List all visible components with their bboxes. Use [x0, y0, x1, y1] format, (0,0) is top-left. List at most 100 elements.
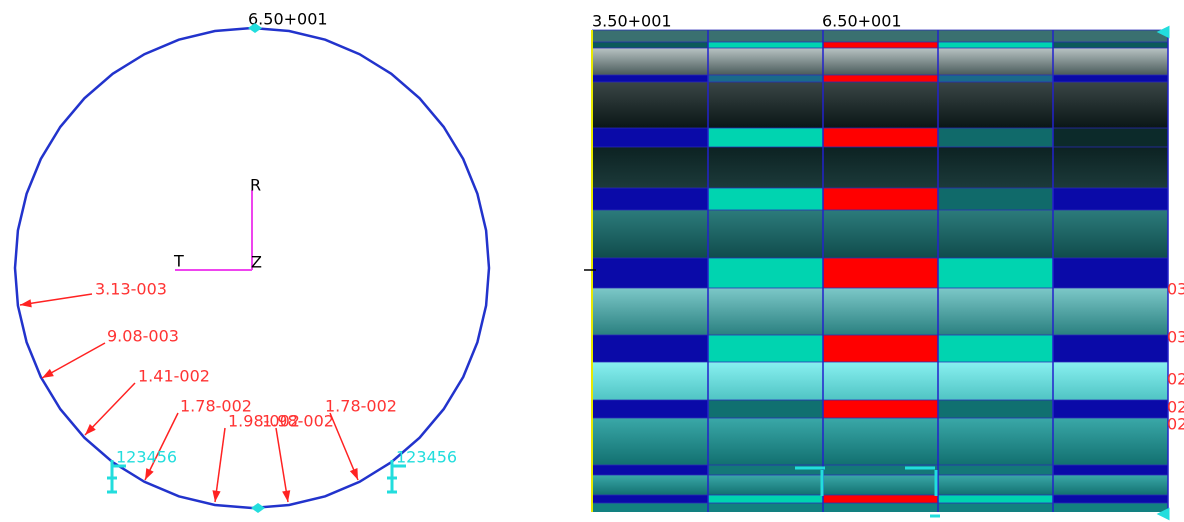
- mesh-band: [1053, 465, 1168, 475]
- mesh-band: [1053, 75, 1168, 82]
- mesh-band: [823, 258, 938, 288]
- mesh-band: [823, 210, 938, 258]
- mesh-band: [708, 258, 823, 288]
- node-label: 3.50+001: [592, 12, 672, 31]
- axis-label: T: [173, 252, 184, 271]
- mesh-band: [823, 335, 938, 362]
- mesh-band: [708, 503, 823, 512]
- mesh-band: [708, 418, 823, 465]
- mesh-band: [938, 258, 1053, 288]
- mesh-band: [1053, 128, 1168, 147]
- page: R T Z 6.50+001 3.13-0039.08-0031.41-0021…: [0, 0, 1184, 522]
- mesh-band: [708, 48, 823, 75]
- edge-label: 03: [1167, 328, 1184, 347]
- mesh-band: [823, 288, 938, 335]
- mesh-band: [823, 128, 938, 147]
- mesh-band: [708, 42, 823, 48]
- mesh-band: [938, 288, 1053, 335]
- node-label: 6.50+001: [248, 10, 328, 29]
- mesh-band: [708, 288, 823, 335]
- mesh-band: [592, 335, 708, 362]
- mesh-band: [938, 48, 1053, 75]
- mesh-band: [1053, 147, 1168, 188]
- mesh-band: [938, 188, 1053, 210]
- mesh-band: [592, 418, 708, 465]
- mesh-band: [708, 147, 823, 188]
- node-label: 6.50+001: [822, 12, 902, 31]
- mesh-band: [938, 82, 1053, 128]
- mesh-band: [708, 210, 823, 258]
- arrow-head: [42, 369, 54, 378]
- mesh-band: [1053, 335, 1168, 362]
- mesh-band: [938, 362, 1053, 400]
- edge-label: 02: [1167, 415, 1184, 434]
- mesh-band: [938, 335, 1053, 362]
- mesh-band: [708, 30, 823, 42]
- mesh-band: [938, 495, 1053, 503]
- mesh-band: [592, 82, 708, 128]
- mesh-band: [823, 30, 938, 42]
- mesh-band: [592, 258, 708, 288]
- mesh-band: [1053, 475, 1168, 495]
- mesh-band: [708, 128, 823, 147]
- mesh-band: [938, 475, 1053, 495]
- mesh-band: [1053, 210, 1168, 258]
- mesh-band: [1053, 418, 1168, 465]
- axis-label: Z: [251, 253, 262, 272]
- arrow-head: [145, 468, 154, 480]
- arrow-head: [212, 490, 220, 502]
- mesh-band: [592, 210, 708, 258]
- axis-label: R: [250, 176, 261, 195]
- load-label: 9.08-003: [107, 327, 179, 346]
- mesh-band: [708, 188, 823, 210]
- arrow-head: [282, 490, 290, 502]
- left-view: R T Z 6.50+001 3.13-0039.08-0031.41-0021…: [15, 10, 489, 514]
- mesh-band: [708, 475, 823, 495]
- mesh-band: [1053, 258, 1168, 288]
- mesh-band: [592, 42, 708, 48]
- mesh-band: [592, 128, 708, 147]
- mesh-band: [938, 465, 1053, 475]
- mesh-band: [823, 495, 938, 503]
- mesh-band: [823, 362, 938, 400]
- mesh-band: [823, 475, 938, 495]
- mesh-band: [592, 147, 708, 188]
- mesh-band: [1053, 48, 1168, 75]
- mesh-band: [823, 42, 938, 48]
- load-label: 1.41-002: [138, 367, 210, 386]
- load-label: 3.13-003: [95, 280, 167, 299]
- mesh-band: [938, 42, 1053, 48]
- mesh-band: [592, 475, 708, 495]
- mesh-band: [823, 48, 938, 75]
- edge-label: 02: [1167, 370, 1184, 389]
- mesh-band: [823, 418, 938, 465]
- mesh-band: [823, 75, 938, 82]
- mesh-band: [592, 400, 708, 418]
- mesh-band: [1053, 400, 1168, 418]
- mesh-band: [592, 465, 708, 475]
- mesh-band: [708, 82, 823, 128]
- mesh-band: [1053, 188, 1168, 210]
- mesh-band: [1053, 30, 1168, 42]
- mesh-band: [708, 362, 823, 400]
- mesh-band: [592, 75, 708, 82]
- mesh-band: [592, 362, 708, 400]
- mesh-band: [1053, 42, 1168, 48]
- mesh-band: [708, 400, 823, 418]
- mesh-band: [1053, 288, 1168, 335]
- mesh-band: [1053, 362, 1168, 400]
- mesh-band: [1053, 82, 1168, 128]
- mesh-band: [823, 82, 938, 128]
- arrow-head: [20, 299, 32, 307]
- mesh-band: [708, 335, 823, 362]
- mesh-band: [823, 188, 938, 210]
- mesh-band: [938, 400, 1053, 418]
- mesh-band: [592, 30, 708, 42]
- mesh-band: [938, 30, 1053, 42]
- mesh-band: [823, 400, 938, 418]
- mesh-band: [938, 128, 1053, 147]
- mesh-band: [708, 495, 823, 503]
- screen: R T Z 6.50+001 3.13-0039.08-0031.41-0021…: [0, 0, 1184, 522]
- mesh-band: [938, 210, 1053, 258]
